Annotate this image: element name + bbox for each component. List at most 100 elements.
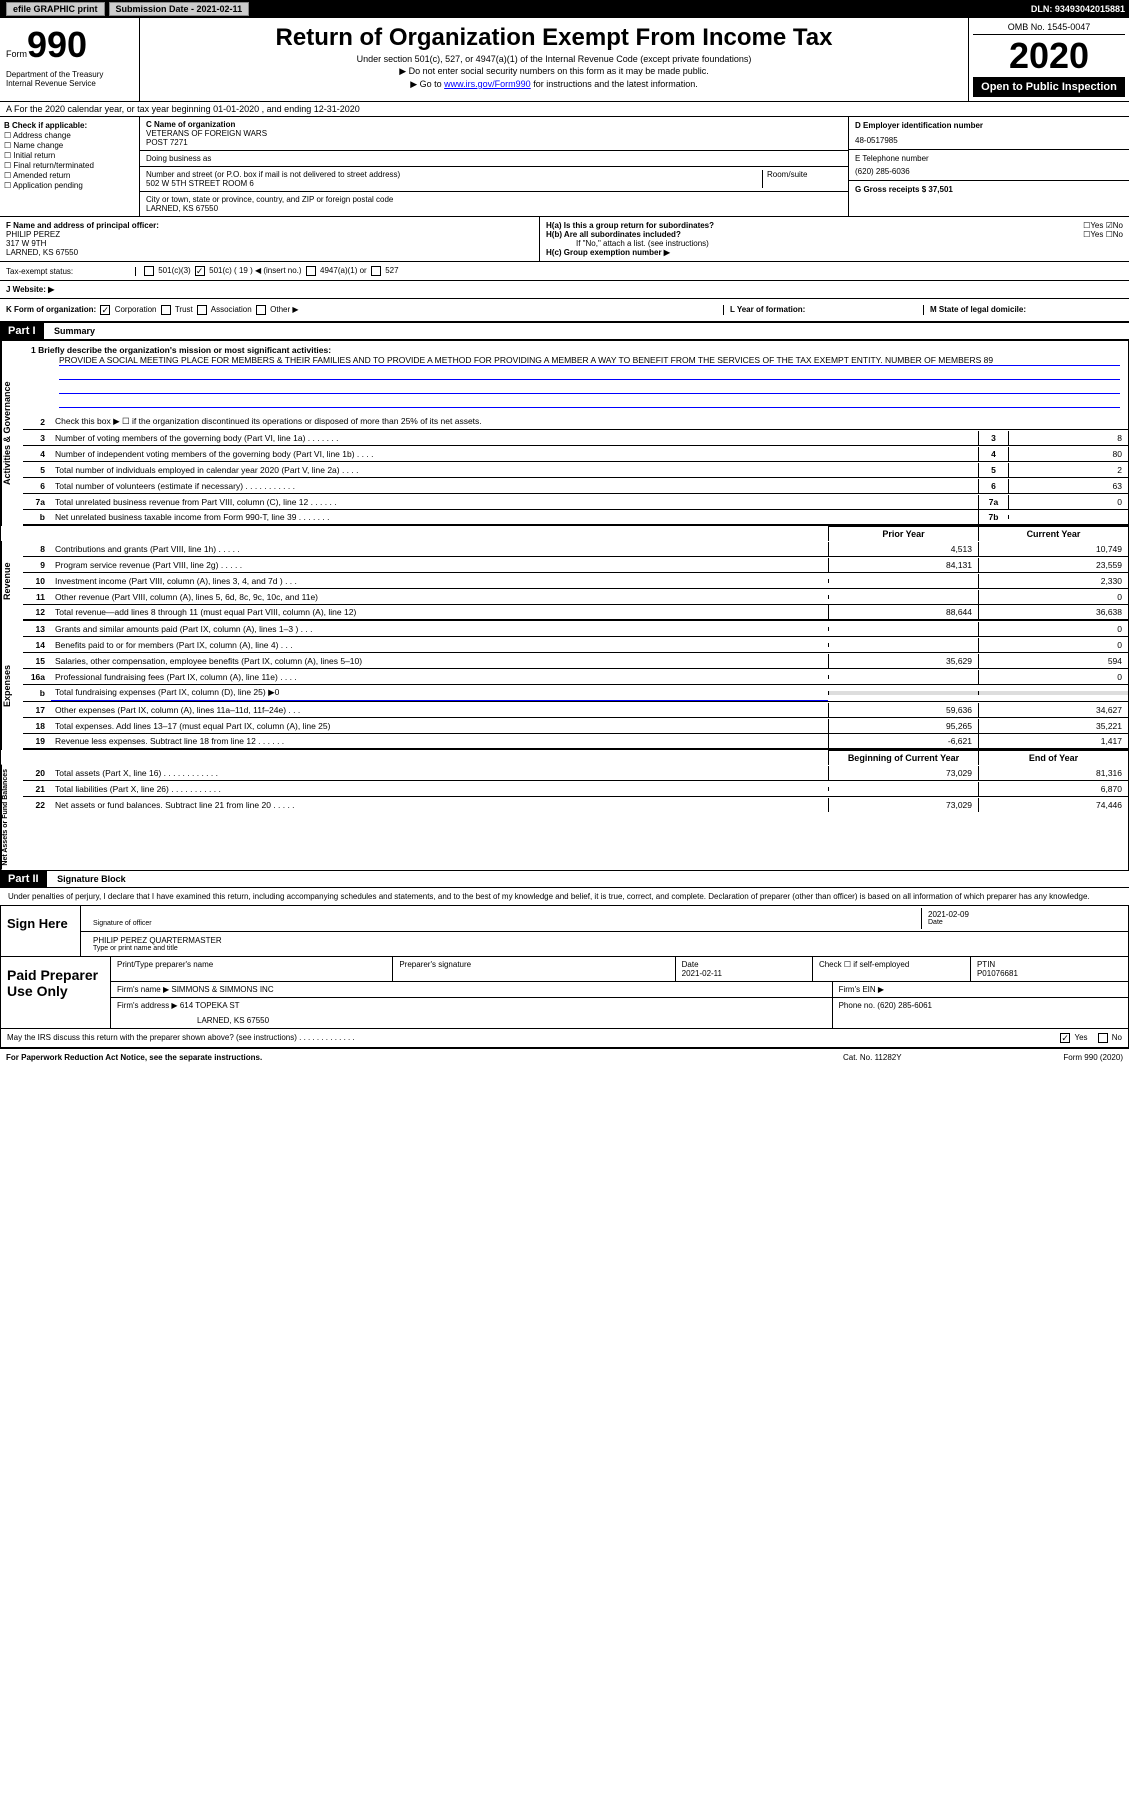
cb-final-return[interactable]: ☐ Final return/terminated [4,161,135,170]
form-number-box: Form990 Department of the Treasury Inter… [0,18,140,101]
current-year-header: Current Year [978,526,1128,541]
cb-address-change[interactable]: ☐ Address change [4,131,135,140]
officer-addr1: 317 W 9TH [6,239,533,248]
line-11: 11Other revenue (Part VIII, column (A), … [23,589,1128,605]
footer: For Paperwork Reduction Act Notice, see … [0,1048,1129,1066]
summary-content: Activities & Governance 1 Briefly descri… [0,340,1129,871]
tax-exempt-label: Tax-exempt status: [6,267,136,276]
sig-officer[interactable]: Signature of officer [87,908,922,929]
prep-row-3: Firm's address ▶ 614 TOPEKA ST LARNED, K… [111,998,1128,1028]
mission-blank2 [59,382,1120,394]
cb-trust[interactable] [161,305,171,315]
main-title: Return of Organization Exempt From Incom… [146,24,962,52]
prior-year-header: Prior Year [828,526,978,541]
b-checkboxes: B Check if applicable: ☐ Address change … [0,117,140,216]
form-990-number: 990 [27,24,87,65]
gross-receipts: G Gross receipts $ 37,501 [855,185,1123,194]
line-6: 6Total number of volunteers (estimate if… [23,478,1128,494]
dept-treasury: Department of the Treasury Internal Reve… [6,66,133,88]
row-a-period: A For the 2020 calendar year, or tax yea… [0,102,1129,117]
cb-initial-return[interactable]: ☐ Initial return [4,151,135,160]
line-20: 20Total assets (Part X, line 16) . . . .… [23,765,1128,781]
g-receipts: G Gross receipts $ 37,501 [849,181,1129,198]
k-label: K Form of organization: [6,305,96,314]
street-address: 502 W 5TH STREET ROOM 6 [146,179,762,188]
dln-text: DLN: 93493042015881 [1031,4,1125,14]
tax-exempt-row: Tax-exempt status: 501(c)(3) 501(c) ( 19… [0,262,1129,281]
side-net-assets: Net Assets or Fund Balances [1,765,23,870]
c-addr-row: Number and street (or P.O. box if mail i… [140,167,848,192]
phone-value: (620) 285-6036 [855,167,1123,176]
cb-other[interactable] [256,305,266,315]
form-header: Form990 Department of the Treasury Inter… [0,18,1129,102]
e-phone: E Telephone number (620) 285-6036 [849,150,1129,181]
cb-527[interactable] [371,266,381,276]
cb-501c3[interactable] [144,266,154,276]
prep-row-2: Firm's name ▶ SIMMONS & SIMMONS INC Firm… [111,982,1128,998]
c-name-label: C Name of organization [146,120,842,129]
paid-preparer-label: Paid Preparer Use Only [1,957,111,1028]
line-2: 2Check this box ▶ ☐ if the organization … [23,414,1128,430]
line-3: 3Number of voting members of the governi… [23,430,1128,446]
prep-check[interactable]: Check ☐ if self-employed [813,957,971,981]
line-7a: 7aTotal unrelated business revenue from … [23,494,1128,510]
ein-value: 48-0517985 [855,136,1123,145]
org-name: VETERANS OF FOREIGN WARS [146,129,842,138]
part1-header-row: Part I Summary [0,323,1129,340]
activities-governance: Activities & Governance 1 Briefly descri… [1,341,1128,526]
ein-label: D Employer identification number [855,121,1123,130]
city-value: LARNED, KS 67550 [146,204,842,213]
net-assets-section: Net Assets or Fund Balances 20Total asse… [1,765,1128,870]
line-22: 22Net assets or fund balances. Subtract … [23,797,1128,813]
discuss-no[interactable]: No [1096,1033,1122,1043]
line-16b: bTotal fundraising expenses (Part IX, co… [23,685,1128,702]
discuss-yes[interactable]: Yes [1058,1033,1087,1043]
c-name-row: C Name of organization VETERANS OF FOREI… [140,117,848,151]
begin-year-header: Beginning of Current Year [828,750,978,765]
efile-button[interactable]: efile GRAPHIC print [6,2,105,16]
part1-title: Summary [46,324,103,338]
section-b-to-g: B Check if applicable: ☐ Address change … [0,117,1129,217]
sign-here-section: Sign Here Signature of officer 2021-02-0… [0,906,1129,957]
discuss-text: May the IRS discuss this return with the… [7,1033,1058,1042]
note2-post: for instructions and the latest informat… [531,79,698,89]
line-18: 18Total expenses. Add lines 13–17 (must … [23,718,1128,734]
k-l-m-row: K Form of organization: Corporation Trus… [0,299,1129,323]
cb-amended-return[interactable]: ☐ Amended return [4,171,135,180]
prep-date: Date2021-02-11 [676,957,813,981]
cb-4947[interactable] [306,266,316,276]
irs-link[interactable]: www.irs.gov/Form990 [444,79,531,89]
form-label: Form [6,49,27,59]
cb-corporation[interactable] [100,305,110,315]
year-header-2: Beginning of Current Year End of Year [1,750,1128,765]
k-form-org: K Form of organization: Corporation Trus… [6,305,723,315]
sign-here-label: Sign Here [1,906,81,956]
title-box: Return of Organization Exempt From Incom… [140,18,969,101]
tax-exempt-opts: 501(c)(3) 501(c) ( 19 ) ◀ (insert no.) 4… [136,266,1123,276]
cb-association[interactable] [197,305,207,315]
cb-501c[interactable] [195,266,205,276]
year-header: Prior Year Current Year [1,526,1128,541]
sig-line-2: PHILIP PEREZ QUARTERMASTERType or print … [81,932,1128,956]
note2-pre: ▶ Go to [410,79,444,89]
footer-right: Form 990 (2020) [983,1053,1123,1062]
prep-row-1: Print/Type preparer's name Preparer's si… [111,957,1128,982]
cb-name-change[interactable]: ☐ Name change [4,141,135,150]
line-14: 14Benefits paid to or for members (Part … [23,637,1128,653]
prep-sig[interactable]: Preparer's signature [393,957,675,981]
h-group: H(a) Is this a group return for subordin… [540,217,1129,261]
line-8: 8Contributions and grants (Part VIII, li… [23,541,1128,557]
footer-left: For Paperwork Reduction Act Notice, see … [6,1053,843,1062]
line-17: 17Other expenses (Part IX, column (A), l… [23,702,1128,718]
cb-application-pending[interactable]: ☐ Application pending [4,181,135,190]
section-f-h: F Name and address of principal officer:… [0,217,1129,262]
note2: ▶ Go to www.irs.gov/Form990 for instruct… [146,79,962,90]
side-revenue: Revenue [1,541,23,621]
submission-button[interactable]: Submission Date - 2021-02-11 [109,2,250,16]
c-dba-row: Doing business as [140,151,848,167]
room-label: Room/suite [762,170,842,188]
c-name-address: C Name of organization VETERANS OF FOREI… [140,117,849,216]
line-21: 21Total liabilities (Part X, line 26) . … [23,781,1128,797]
h-a: H(a) Is this a group return for subordin… [546,221,1123,230]
line-16a: 16aProfessional fundraising fees (Part I… [23,669,1128,685]
